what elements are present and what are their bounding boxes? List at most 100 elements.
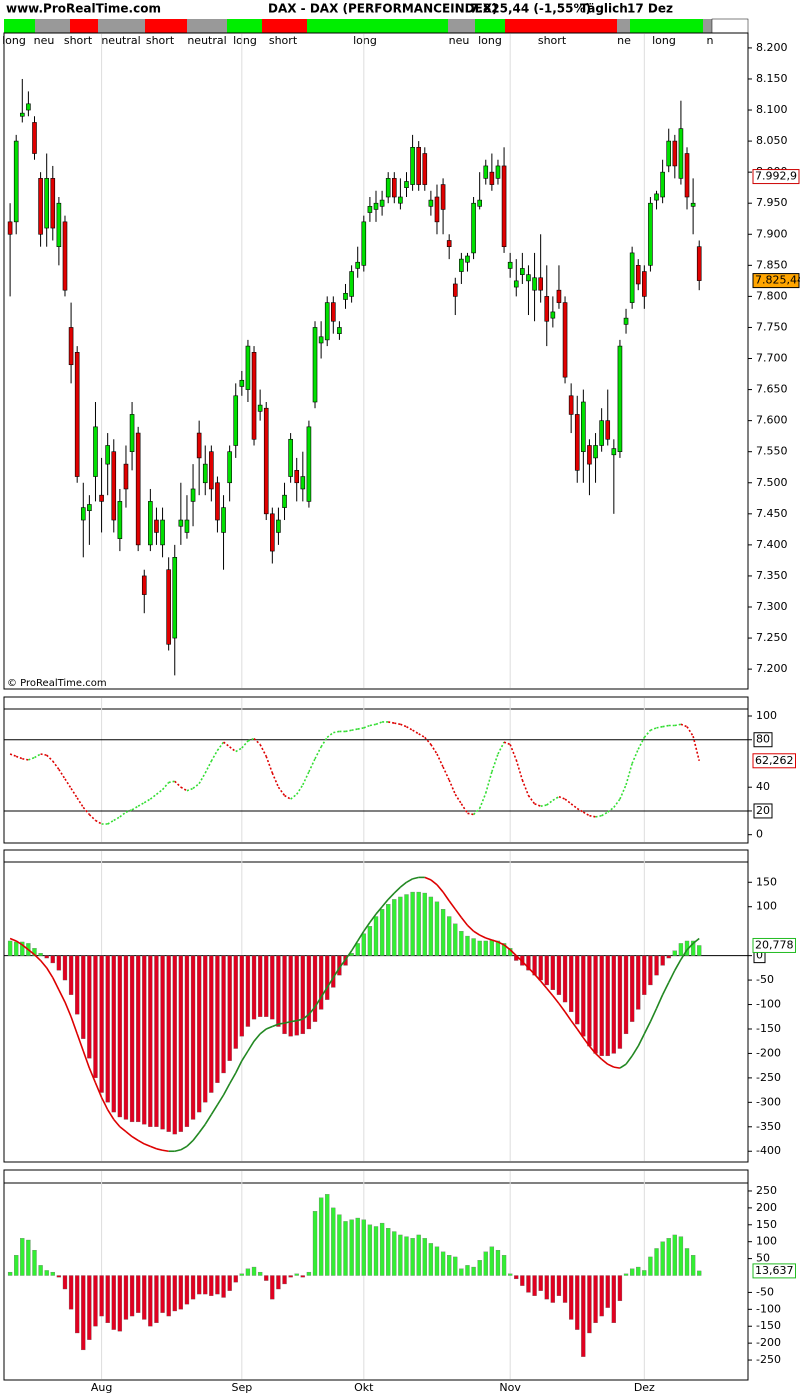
line-segment	[607, 1063, 615, 1068]
bar	[239, 1273, 244, 1276]
signal-segment	[187, 19, 227, 33]
y-tick-label: 7.250	[756, 631, 788, 644]
y-tick-label: 7.700	[756, 352, 788, 365]
candle-body	[574, 414, 580, 471]
line-segment	[515, 955, 523, 963]
line-segment	[265, 1025, 273, 1030]
candle-body	[495, 165, 501, 179]
bar	[544, 955, 549, 986]
bar	[428, 896, 434, 956]
candle-body	[507, 261, 513, 269]
signal-segment	[4, 19, 35, 33]
bar	[379, 1222, 385, 1276]
candle-body	[660, 171, 665, 198]
bar	[38, 953, 43, 956]
bar	[483, 1251, 488, 1276]
candle-body	[471, 202, 476, 254]
bar	[142, 955, 147, 1125]
bar	[178, 1275, 184, 1310]
line-segment	[198, 1123, 206, 1134]
candle-body	[642, 271, 647, 297]
candle-body	[696, 246, 702, 281]
candle-body	[422, 153, 428, 185]
watermark: © ProRealTime.com	[7, 678, 107, 689]
line-segment	[9, 937, 17, 942]
candle-body	[209, 451, 214, 490]
candle-body	[166, 569, 171, 645]
candle-body	[440, 184, 446, 210]
candle-body	[172, 557, 178, 639]
candle-body	[599, 420, 604, 446]
bar	[81, 1275, 86, 1351]
line-segment	[400, 723, 407, 728]
line-segment	[100, 1097, 109, 1111]
bar	[489, 1246, 495, 1276]
line-segment	[686, 726, 694, 737]
bar	[136, 955, 141, 1123]
line-segment	[46, 754, 54, 762]
line-segment	[601, 1058, 609, 1065]
y-tick-label: -200	[756, 1046, 781, 1059]
bar	[447, 1255, 452, 1276]
line-segment	[631, 748, 639, 764]
quote: 7.825,44 (-1,55%)	[470, 2, 591, 16]
candle-body	[87, 504, 92, 512]
bar	[142, 1275, 147, 1320]
line-segment	[363, 724, 371, 729]
bar	[221, 955, 226, 1074]
line-segment	[436, 753, 444, 768]
line-segment	[272, 1023, 279, 1028]
bar	[623, 955, 629, 1035]
bar	[501, 943, 507, 956]
bar	[306, 955, 312, 1030]
period: Täglich	[580, 2, 628, 16]
candle-body	[373, 202, 379, 210]
candle-body	[379, 199, 385, 207]
y-tick-label: 100	[756, 1235, 777, 1248]
line-segment	[351, 728, 358, 732]
line-segment	[509, 744, 518, 761]
bar	[373, 1226, 379, 1276]
candle-body	[215, 482, 220, 521]
bar	[697, 1270, 702, 1276]
bar	[617, 1275, 623, 1302]
bar	[636, 1266, 641, 1276]
panel-frame	[3, 1169, 749, 1381]
candle-body	[288, 438, 293, 477]
candle-body	[32, 122, 37, 154]
line-segment	[320, 736, 328, 748]
line-segment	[76, 797, 84, 808]
line-segment	[39, 960, 48, 969]
signal-label: long	[478, 34, 502, 47]
candle-body	[74, 352, 80, 477]
line-segment	[350, 940, 359, 952]
bar	[276, 955, 281, 1027]
line-segment	[9, 753, 17, 758]
y-tick-label: 7.900	[756, 227, 788, 240]
bar	[575, 955, 580, 1025]
candle-body	[68, 327, 74, 366]
y-tick-label: 7.850	[756, 258, 788, 271]
candle-body	[148, 501, 153, 546]
y-tick-label: -50	[756, 973, 774, 986]
bar	[105, 955, 110, 1103]
line-segment	[15, 755, 23, 760]
line-segment	[661, 982, 670, 996]
line-segment	[125, 1131, 133, 1138]
bar	[556, 1275, 562, 1296]
line-segment	[406, 725, 413, 731]
y-tick-label: 40	[756, 780, 770, 793]
bar	[587, 1275, 592, 1334]
line-segment	[308, 1006, 316, 1015]
line-segment	[460, 803, 469, 814]
signal-segment	[448, 19, 475, 33]
candle-body	[270, 513, 275, 552]
line-segment	[143, 1143, 151, 1148]
candle-body	[190, 488, 196, 502]
line-segment	[210, 750, 219, 762]
line-segment	[40, 753, 47, 756]
candle-body	[654, 193, 659, 201]
candle-body	[666, 140, 672, 167]
bar	[556, 955, 562, 995]
bar	[251, 1266, 257, 1276]
